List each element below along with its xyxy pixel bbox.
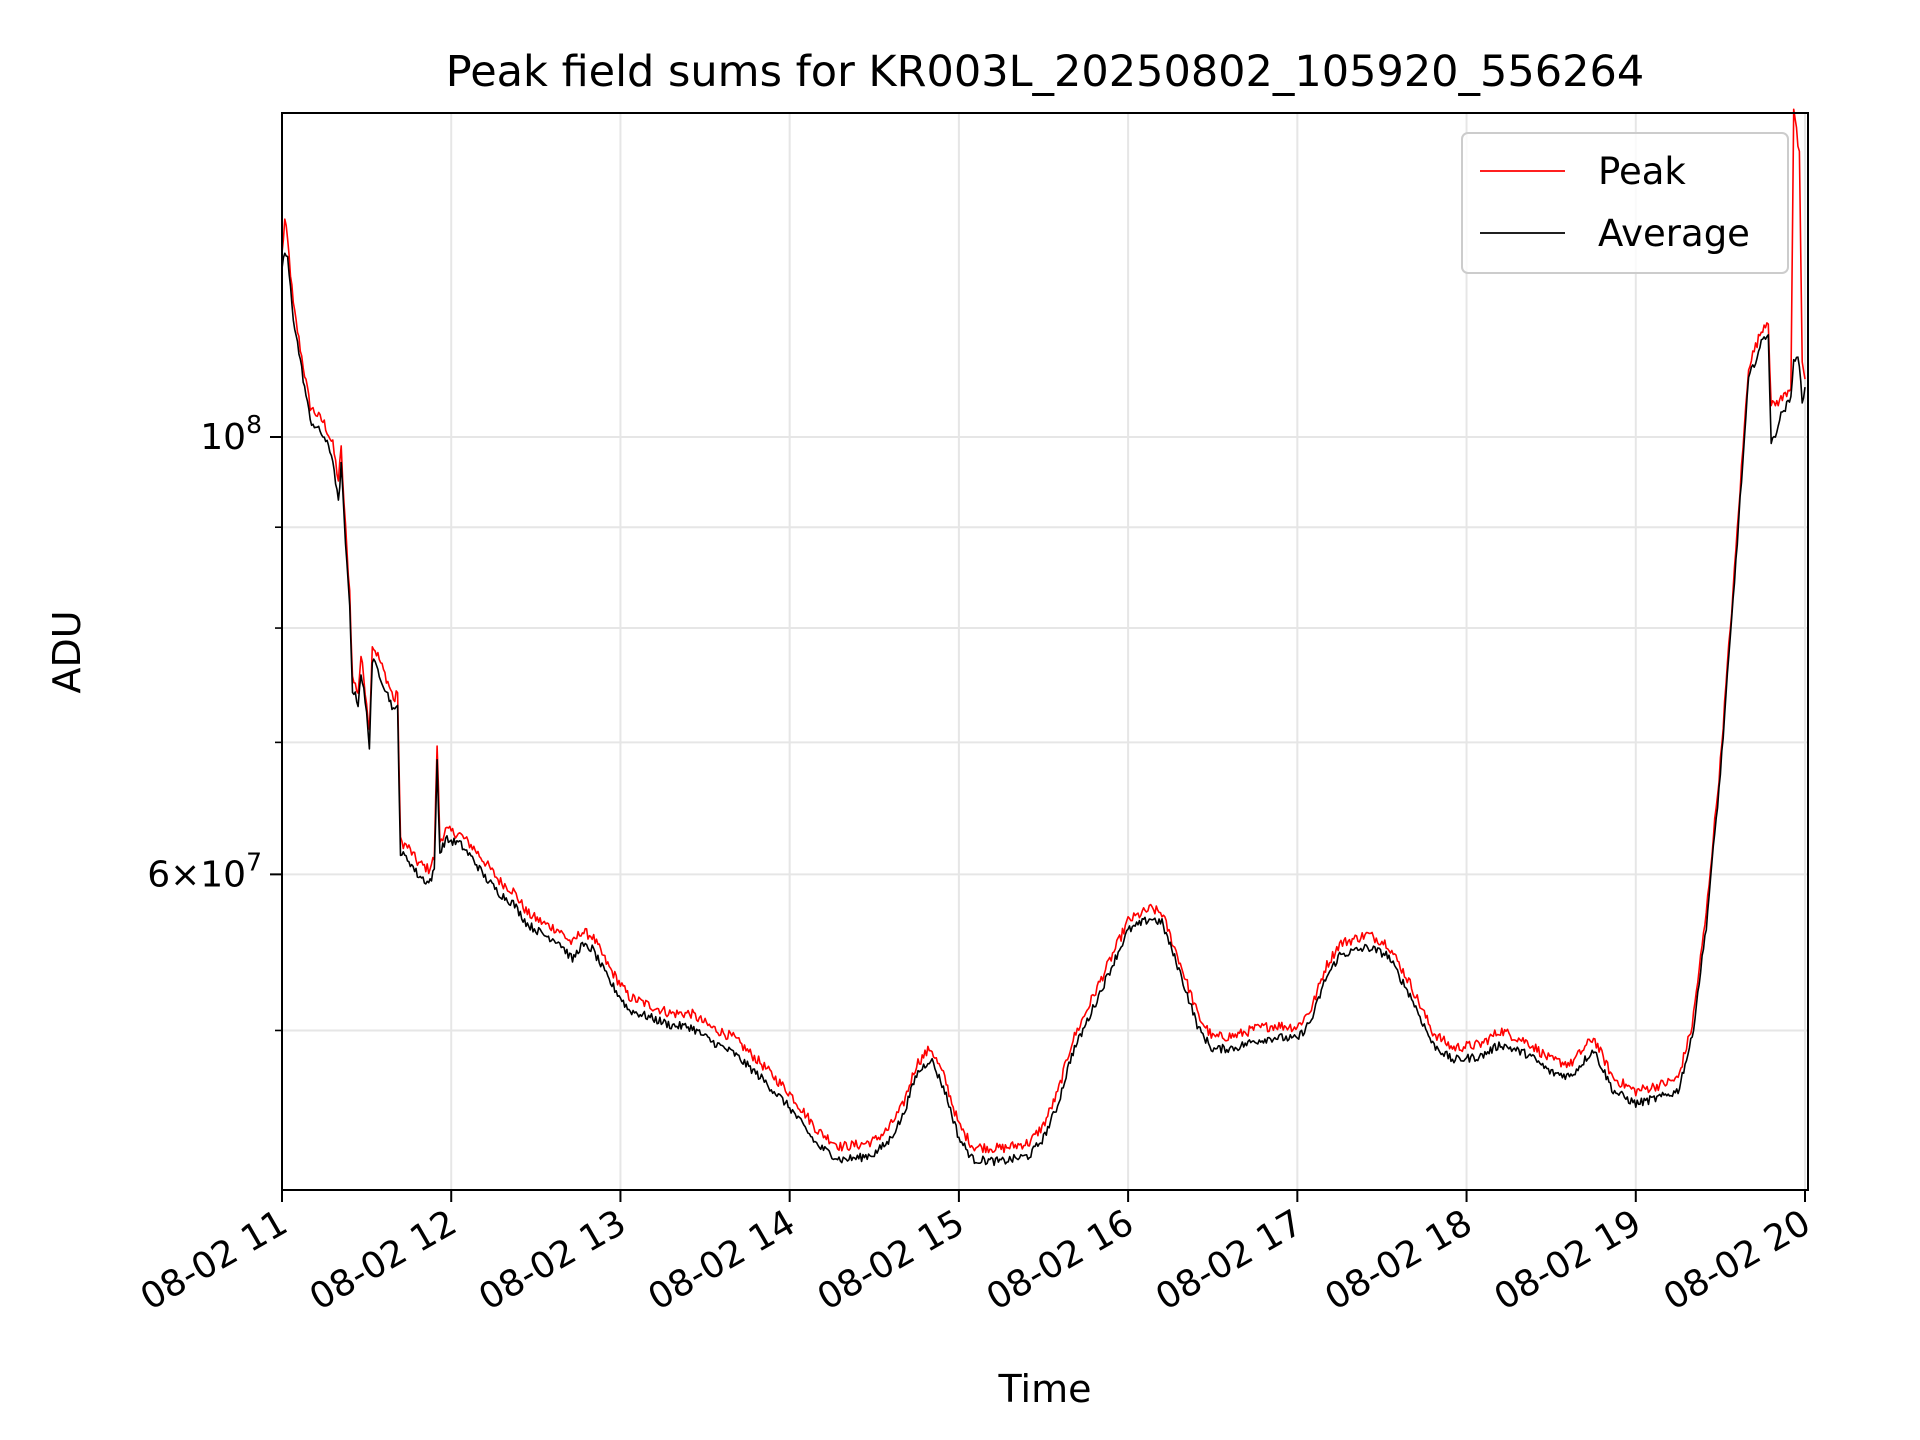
legend: Peak Average (1461, 132, 1789, 274)
series-lines (281, 108, 1806, 1167)
chart-title: Peak field sums for KR003L_20250802_1059… (446, 47, 1644, 97)
legend-box (1461, 132, 1789, 274)
legend-label-average: Average (1598, 212, 1750, 255)
legend-label-peak: Peak (1598, 150, 1686, 193)
plot-frame (281, 112, 1809, 1191)
series-line-average (281, 252, 1806, 1167)
y-tick-label: 108 (200, 410, 262, 458)
y-axis-label: ADU (45, 610, 89, 693)
series-line-peak (281, 108, 1806, 1154)
y-tick-label: 6×107 (147, 847, 262, 895)
x-axis-label: Time (998, 1367, 1092, 1411)
grid (281, 113, 1808, 1190)
